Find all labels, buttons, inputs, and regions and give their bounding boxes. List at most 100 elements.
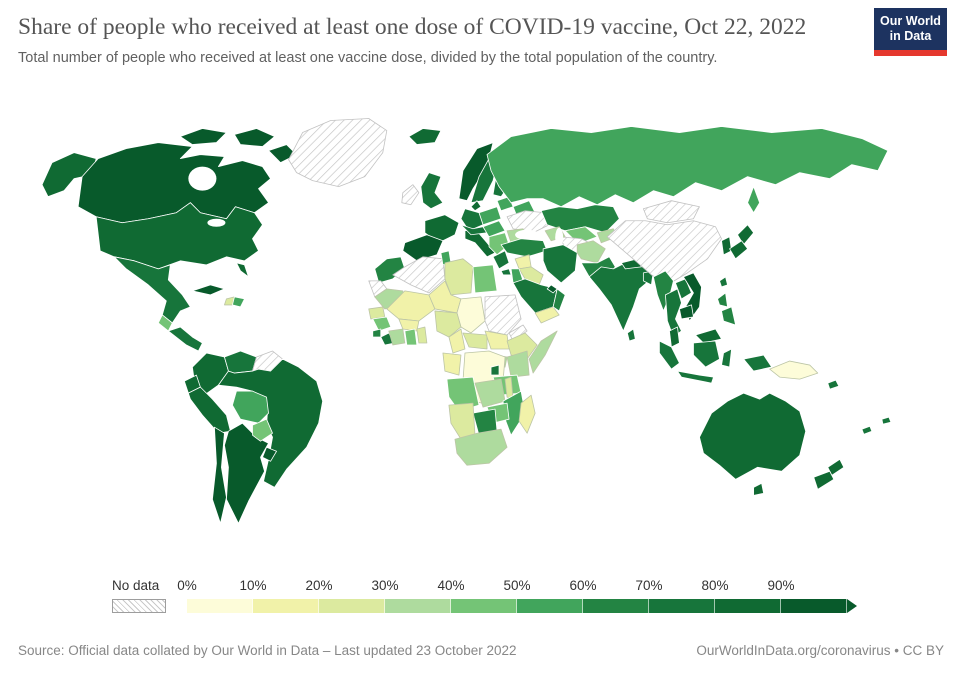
legend-color-segment[interactable] <box>649 599 715 613</box>
country-eritrea[interactable] <box>508 324 528 342</box>
country-solomon-islands[interactable] <box>827 379 840 390</box>
country-dominican-republic[interactable] <box>232 296 245 308</box>
country-afghanistan[interactable] <box>576 240 606 264</box>
country-papua-new-guinea[interactable] <box>769 360 819 380</box>
legend-color-segment[interactable] <box>187 599 253 613</box>
country-chad[interactable] <box>456 296 486 334</box>
country-namibia[interactable] <box>448 402 476 440</box>
country-rwanda-burundi[interactable] <box>490 364 500 376</box>
country-kenya[interactable] <box>506 350 530 378</box>
country-indonesia-papua[interactable] <box>743 354 773 372</box>
attribution-link[interactable]: OurWorldInData.org/coronavirus • CC BY <box>696 643 944 658</box>
country-philippines-south[interactable] <box>721 306 736 326</box>
legend-color-segment[interactable] <box>715 599 781 613</box>
country-iraq[interactable] <box>518 266 544 286</box>
country-egypt[interactable] <box>472 264 498 294</box>
country-cuba[interactable] <box>191 284 225 296</box>
country-greece-crete[interactable] <box>500 268 512 276</box>
country-venezuela[interactable] <box>224 350 257 374</box>
country-russia[interactable] <box>486 126 889 208</box>
country-ethiopia[interactable] <box>506 332 538 360</box>
country-central-african-republic[interactable] <box>462 332 488 350</box>
country-senegal[interactable] <box>368 306 386 320</box>
country-nigeria[interactable] <box>434 310 462 338</box>
country-balkans[interactable] <box>488 232 510 256</box>
country-japan-south[interactable] <box>729 240 748 260</box>
country-india[interactable] <box>588 262 652 332</box>
country-mongolia[interactable] <box>642 200 700 224</box>
country-fiji[interactable] <box>881 416 892 425</box>
country-peru[interactable] <box>187 386 231 434</box>
country-indonesia-sumatra[interactable] <box>658 340 680 370</box>
legend-color-segment[interactable] <box>451 599 517 613</box>
country-australia[interactable] <box>699 392 807 480</box>
country-thailand[interactable] <box>665 288 682 338</box>
country-korea[interactable] <box>721 236 732 256</box>
country-cameroon[interactable] <box>448 328 466 354</box>
country-malaysia-peninsula[interactable] <box>669 326 680 348</box>
country-greece[interactable] <box>492 250 510 270</box>
country-paraguay[interactable] <box>252 418 273 442</box>
country-togo-benin[interactable] <box>416 326 428 344</box>
country-guinea[interactable] <box>372 316 392 332</box>
country-czechia-hungary[interactable] <box>482 220 506 238</box>
legend-arrow <box>847 599 857 613</box>
country-congo-gabon[interactable] <box>442 352 462 376</box>
country-canada-arctic-1[interactable] <box>179 128 227 145</box>
legend-color-segment[interactable] <box>781 599 847 613</box>
country-iceland[interactable] <box>408 128 442 145</box>
country-bolivia[interactable] <box>232 390 269 424</box>
country-indonesia-borneo[interactable] <box>693 340 720 368</box>
country-new-caledonia[interactable] <box>861 425 873 435</box>
country-denmark[interactable] <box>470 200 482 212</box>
country-oman[interactable] <box>552 288 566 312</box>
country-madagascar[interactable] <box>518 394 536 434</box>
country-china[interactable] <box>606 220 722 286</box>
country-cote-divoire[interactable] <box>388 328 406 346</box>
country-central-america[interactable] <box>167 326 203 352</box>
country-cambodia[interactable] <box>679 304 694 320</box>
legend-color-segment[interactable] <box>517 599 583 613</box>
legend-color-segment[interactable] <box>583 599 649 613</box>
world-map <box>41 118 892 524</box>
world-map-container <box>28 112 930 564</box>
country-yemen[interactable] <box>534 306 560 324</box>
country-chile[interactable] <box>212 426 227 524</box>
country-uruguay[interactable] <box>262 446 277 462</box>
country-canada-arctic-2[interactable] <box>234 128 275 147</box>
legend-color-segment[interactable] <box>319 599 385 613</box>
country-libya[interactable] <box>444 258 474 296</box>
country-malaysia-borneo[interactable] <box>695 328 722 344</box>
country-somalia[interactable] <box>528 330 558 374</box>
country-algeria[interactable] <box>392 256 446 294</box>
country-ghana[interactable] <box>404 328 418 346</box>
country-sri-lanka[interactable] <box>626 328 636 342</box>
country-mexico[interactable] <box>113 256 191 324</box>
country-united-kingdom[interactable] <box>420 172 444 210</box>
country-france[interactable] <box>424 214 460 244</box>
country-ireland[interactable] <box>401 184 420 206</box>
legend-tick-label: 80% <box>701 578 729 593</box>
country-australia-tasmania[interactable] <box>753 482 765 496</box>
country-philippines-north[interactable] <box>717 292 728 308</box>
country-new-zealand-south[interactable] <box>813 470 835 490</box>
country-syria[interactable] <box>514 254 532 270</box>
country-united-states-florida[interactable] <box>236 262 249 278</box>
owid-logo[interactable]: Our World in Data <box>874 8 947 56</box>
legend-no-data-swatch[interactable] <box>112 599 166 613</box>
country-south-africa[interactable] <box>454 428 508 466</box>
country-indonesia-java[interactable] <box>677 370 714 384</box>
country-spain-portugal[interactable] <box>402 234 444 262</box>
country-russia-sakhalin[interactable] <box>747 186 761 214</box>
country-greenland[interactable] <box>288 118 388 188</box>
owid-logo-line2: in Data <box>889 29 932 43</box>
legend-tick-label: 40% <box>437 578 465 593</box>
country-taiwan[interactable] <box>719 276 728 288</box>
legend-tick-label: 50% <box>503 578 531 593</box>
legend-color-segment[interactable] <box>253 599 319 613</box>
country-gulf-states[interactable] <box>546 284 558 294</box>
legend-color-segment[interactable] <box>385 599 451 613</box>
country-iran[interactable] <box>542 244 578 284</box>
country-sierra-leone[interactable] <box>372 328 382 338</box>
country-indonesia-sulawesi[interactable] <box>721 348 732 368</box>
